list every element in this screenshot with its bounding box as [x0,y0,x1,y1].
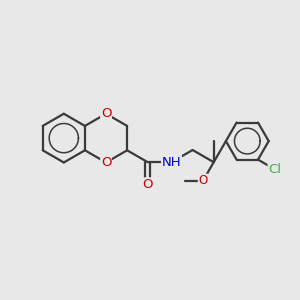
Text: Cl: Cl [268,163,281,176]
Text: O: O [142,178,153,191]
Text: O: O [198,174,208,187]
Text: O: O [101,107,111,120]
Text: NH: NH [162,156,181,169]
Text: O: O [101,156,111,169]
